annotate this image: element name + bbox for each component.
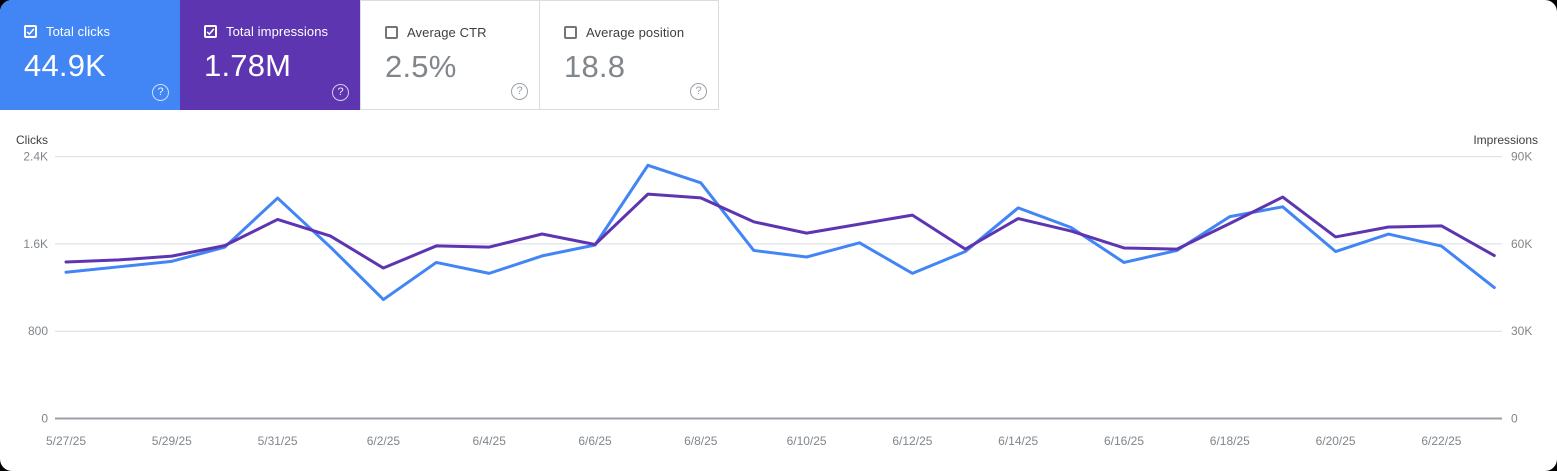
left-axis-title: Clicks: [16, 133, 48, 147]
metric-card-value: 44.9K: [24, 48, 107, 83]
x-axis-date-label: 6/20/25: [1316, 434, 1356, 448]
help-icon[interactable]: ?: [152, 84, 169, 101]
x-axis-date-label: 6/6/25: [578, 434, 612, 448]
metric-card-value: 2.5%: [385, 49, 457, 84]
metric-card-label: Total impressions: [226, 24, 329, 39]
metric-card-label: Average position: [586, 25, 685, 40]
x-axis-date-label: 6/16/25: [1104, 434, 1144, 448]
metric-card-header: Total clicks: [24, 24, 180, 39]
metric-card-header: Total impressions: [204, 24, 360, 39]
right-axis-title: Impressions: [1473, 133, 1538, 147]
x-axis-date-label: 6/4/25: [473, 434, 507, 448]
right-axis-tick: 90K: [1511, 150, 1532, 164]
checkmark-icon: [206, 28, 215, 36]
impressions-line: [64, 192, 1496, 270]
metric-card-average-ctr[interactable]: Average CTR 2.5% ?: [360, 0, 540, 110]
right-axis-tick: 60K: [1511, 237, 1532, 251]
metric-card-total-clicks[interactable]: Total clicks 44.9K ?: [0, 0, 180, 110]
right-axis-tick: 0: [1511, 412, 1518, 426]
total-impressions-checkbox[interactable]: [204, 25, 217, 38]
metric-card-label: Average CTR: [407, 25, 487, 40]
x-axis-date-label: 6/22/25: [1421, 434, 1461, 448]
metric-card-header: Average position: [564, 25, 718, 40]
x-axis-date-label: 5/27/25: [46, 434, 86, 448]
left-axis-tick: 800: [28, 324, 48, 338]
x-axis-date-label: 6/8/25: [684, 434, 718, 448]
help-icon[interactable]: ?: [690, 83, 707, 100]
x-axis-date-label: 6/10/25: [787, 434, 827, 448]
right-axis-tick: 30K: [1511, 324, 1532, 338]
metric-cards-row: Total clicks 44.9K ? Total impressions 1…: [0, 0, 719, 110]
metric-card-average-position[interactable]: Average position 18.8 ?: [539, 0, 719, 110]
metric-card-value: 18.8: [564, 49, 626, 84]
metric-card-total-impressions[interactable]: Total impressions 1.78M ?: [180, 0, 360, 110]
x-axis-date-label: 5/29/25: [152, 434, 192, 448]
metric-card-label: Total clicks: [46, 24, 111, 39]
help-icon[interactable]: ?: [511, 83, 528, 100]
metric-card-header: Average CTR: [385, 25, 539, 40]
x-axis-date-label: 6/12/25: [892, 434, 932, 448]
average-position-checkbox[interactable]: [564, 26, 577, 39]
x-axis-date-label: 6/18/25: [1210, 434, 1250, 448]
left-axis-tick: 2.4K: [23, 150, 48, 164]
left-axis-tick: 1.6K: [23, 237, 48, 251]
help-icon[interactable]: ?: [332, 84, 349, 101]
checkmark-icon: [26, 28, 35, 36]
clicks-line: [64, 163, 1496, 302]
x-axis-date-label: 6/14/25: [998, 434, 1038, 448]
metric-card-value: 1.78M: [204, 48, 292, 83]
x-axis-date-label: 6/2/25: [367, 434, 401, 448]
left-axis-tick: 0: [41, 412, 48, 426]
total-clicks-checkbox[interactable]: [24, 25, 37, 38]
average-ctr-checkbox[interactable]: [385, 26, 398, 39]
x-axis-date-label: 5/31/25: [258, 434, 298, 448]
